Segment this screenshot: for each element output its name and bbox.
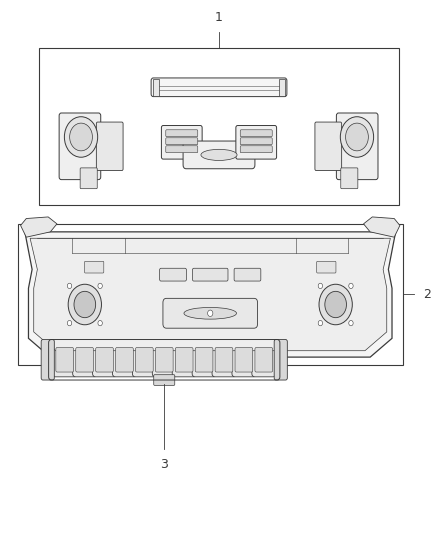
- FancyBboxPatch shape: [236, 126, 277, 159]
- FancyBboxPatch shape: [215, 348, 233, 372]
- FancyBboxPatch shape: [240, 130, 272, 136]
- FancyBboxPatch shape: [85, 261, 104, 273]
- Circle shape: [340, 117, 374, 157]
- FancyBboxPatch shape: [234, 268, 261, 281]
- FancyBboxPatch shape: [80, 168, 97, 189]
- Polygon shape: [25, 232, 396, 357]
- FancyBboxPatch shape: [92, 343, 117, 377]
- Circle shape: [346, 123, 368, 151]
- FancyBboxPatch shape: [152, 343, 176, 377]
- Circle shape: [98, 283, 102, 288]
- Text: 2: 2: [423, 288, 431, 301]
- FancyBboxPatch shape: [95, 348, 113, 372]
- Circle shape: [319, 284, 352, 325]
- FancyBboxPatch shape: [274, 340, 287, 380]
- Bar: [39, 48, 399, 205]
- Circle shape: [318, 283, 322, 288]
- FancyBboxPatch shape: [315, 122, 342, 171]
- Circle shape: [67, 283, 72, 288]
- FancyBboxPatch shape: [96, 122, 123, 171]
- FancyBboxPatch shape: [73, 343, 96, 377]
- Bar: [279, 79, 285, 95]
- Circle shape: [325, 292, 346, 318]
- FancyBboxPatch shape: [193, 268, 228, 281]
- Ellipse shape: [201, 149, 237, 160]
- FancyBboxPatch shape: [317, 261, 336, 273]
- FancyBboxPatch shape: [76, 348, 93, 372]
- Circle shape: [349, 283, 353, 288]
- FancyBboxPatch shape: [132, 343, 156, 377]
- FancyBboxPatch shape: [183, 141, 255, 169]
- FancyBboxPatch shape: [56, 348, 74, 372]
- Circle shape: [208, 310, 213, 317]
- FancyBboxPatch shape: [341, 168, 358, 189]
- Circle shape: [68, 284, 102, 325]
- Circle shape: [349, 320, 353, 326]
- FancyBboxPatch shape: [232, 343, 256, 377]
- FancyBboxPatch shape: [41, 340, 54, 380]
- Polygon shape: [21, 217, 57, 237]
- FancyBboxPatch shape: [166, 138, 198, 144]
- FancyBboxPatch shape: [240, 146, 272, 152]
- FancyBboxPatch shape: [159, 268, 186, 281]
- Circle shape: [98, 320, 102, 326]
- Polygon shape: [30, 238, 390, 351]
- Circle shape: [67, 320, 72, 326]
- FancyBboxPatch shape: [113, 343, 136, 377]
- FancyBboxPatch shape: [154, 375, 175, 385]
- FancyBboxPatch shape: [155, 348, 173, 372]
- FancyBboxPatch shape: [195, 348, 213, 372]
- FancyBboxPatch shape: [166, 146, 198, 152]
- FancyBboxPatch shape: [255, 348, 272, 372]
- Text: 3: 3: [160, 458, 168, 471]
- Polygon shape: [364, 217, 400, 237]
- FancyBboxPatch shape: [116, 348, 133, 372]
- FancyBboxPatch shape: [59, 113, 101, 180]
- FancyBboxPatch shape: [161, 126, 202, 159]
- Ellipse shape: [184, 308, 237, 319]
- Text: 1: 1: [215, 11, 223, 24]
- FancyBboxPatch shape: [336, 113, 378, 180]
- FancyBboxPatch shape: [175, 348, 193, 372]
- FancyBboxPatch shape: [212, 343, 236, 377]
- Bar: [18, 224, 403, 365]
- FancyBboxPatch shape: [163, 298, 258, 328]
- FancyBboxPatch shape: [192, 343, 216, 377]
- FancyBboxPatch shape: [166, 130, 198, 136]
- FancyBboxPatch shape: [151, 78, 287, 96]
- FancyBboxPatch shape: [235, 348, 253, 372]
- FancyBboxPatch shape: [135, 348, 153, 372]
- FancyBboxPatch shape: [240, 138, 272, 144]
- Circle shape: [74, 292, 95, 318]
- Circle shape: [318, 320, 322, 326]
- FancyBboxPatch shape: [53, 343, 77, 377]
- FancyBboxPatch shape: [252, 343, 276, 377]
- Circle shape: [64, 117, 98, 157]
- Circle shape: [70, 123, 92, 151]
- Bar: [153, 79, 159, 95]
- FancyBboxPatch shape: [172, 343, 196, 377]
